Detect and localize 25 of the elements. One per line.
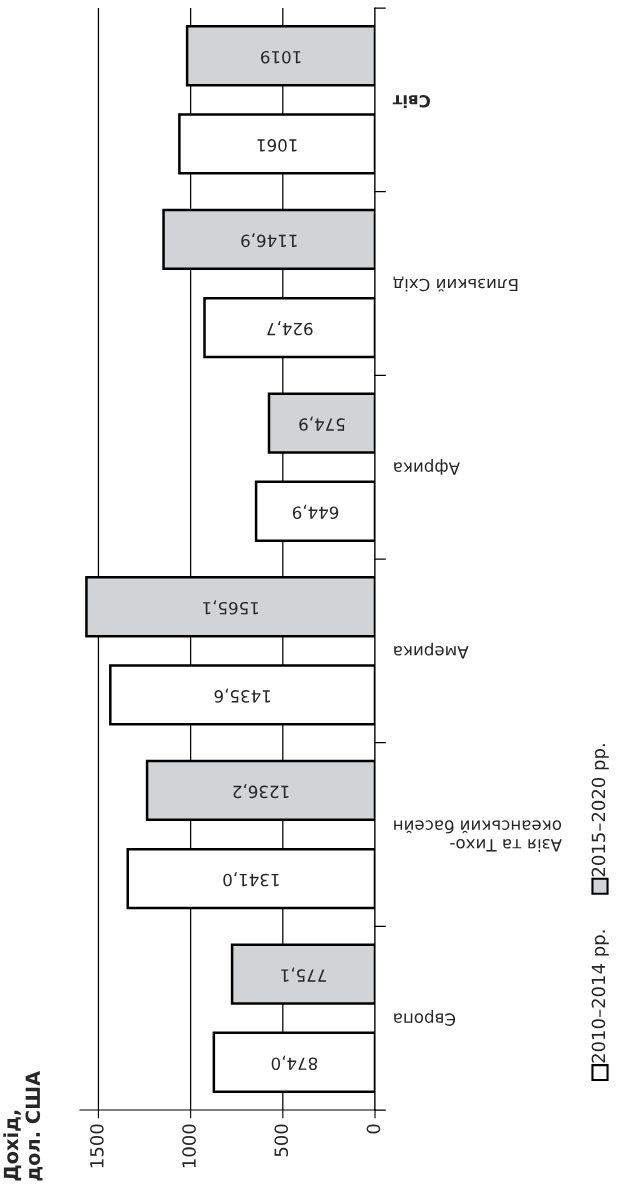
data-label: 1146,9 (241, 232, 297, 248)
x-tick-label: 500 (274, 1124, 289, 1157)
y-tick-label: Європа (394, 1010, 456, 1026)
x-tick-label: 0 (366, 1124, 381, 1134)
y-tick-label: Близький Схід (393, 276, 518, 292)
data-label: 1341,0 (223, 872, 279, 887)
y-tick-label: Азія та Тихо- океанський басейн (394, 820, 562, 852)
data-label: 1019 (261, 50, 301, 64)
data-label: 1236,2 (233, 783, 289, 799)
data-label: 1061 (257, 139, 297, 152)
y-axis-title: Дохід, дол. США (3, 1070, 43, 1181)
data-label: 574,9 (299, 416, 345, 431)
data-label: 775,1 (281, 967, 327, 982)
text: 2010–2014 рр. (591, 930, 609, 1063)
data-label: 924,7 (267, 321, 313, 336)
data-label: 874,0 (271, 1055, 318, 1071)
text: 2015–2020 рр. (591, 744, 609, 877)
data-label: 1435,6 (214, 688, 270, 703)
x-tick-label: 1000 (182, 1124, 196, 1168)
y-tick-label: Світ (392, 95, 431, 108)
data-label: 1565,1 (203, 600, 259, 615)
data-label: 644,9 (292, 504, 339, 520)
y-tick-label: Америка (394, 642, 469, 659)
x-tick-label: 1500 (90, 1124, 104, 1168)
y-tick-label: Африка (394, 459, 460, 475)
